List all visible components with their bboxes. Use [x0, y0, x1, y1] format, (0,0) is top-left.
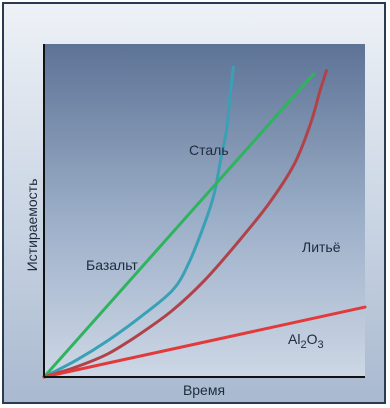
- series-label-cast: Литьё: [302, 239, 341, 255]
- series-line-steel: [42, 65, 235, 379]
- alumina-al: Al: [288, 331, 300, 347]
- x-axis-label: Время: [183, 382, 225, 398]
- series-line-basalt: [42, 72, 316, 379]
- series-label-basalt: Базальт: [86, 257, 138, 273]
- series-label-steel: Сталь: [189, 142, 229, 158]
- series-layer: [42, 65, 367, 379]
- series-line-alumina: [42, 305, 367, 379]
- alumina-sub-2: 2: [300, 339, 306, 351]
- alumina-sub-3: 3: [317, 339, 323, 351]
- series-label-alumina: Al2O3: [288, 331, 324, 351]
- alumina-o: O: [307, 331, 318, 347]
- y-axis-label: Истираемость: [24, 179, 40, 272]
- plot-area: [44, 44, 365, 377]
- series-line-cast: [42, 69, 328, 379]
